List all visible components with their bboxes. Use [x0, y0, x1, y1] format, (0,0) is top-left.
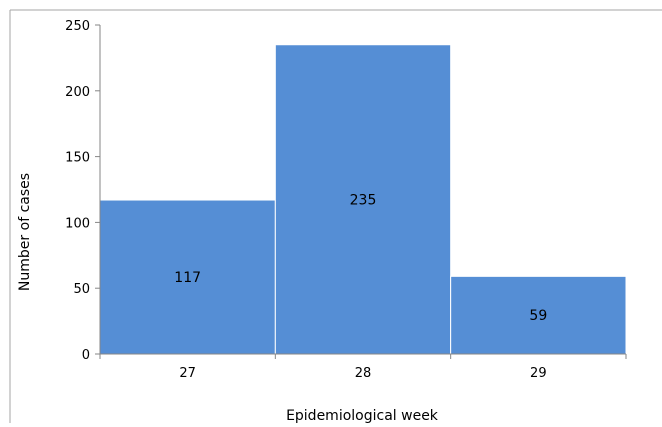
y-tick-label-150: 150: [65, 151, 90, 166]
data-label-week-28: 235: [350, 192, 377, 208]
data-label-week-27: 117: [174, 270, 201, 286]
x-axis-label: Epidemiological week: [286, 408, 439, 423]
x-tick-label-29: 29: [530, 366, 547, 381]
y-tick-label-50: 50: [73, 282, 90, 297]
axes-group: 0 50 100 150 200 250 27 28 29: [65, 19, 627, 381]
y-tick-label-0: 0: [82, 348, 90, 363]
x-tick-label-27: 27: [179, 366, 196, 381]
y-axis-label: Number of cases: [17, 173, 33, 291]
y-tick-label-200: 200: [65, 85, 90, 100]
y-tick-label-100: 100: [65, 216, 90, 231]
bar-week-28: [274, 44, 452, 355]
bars-group: 117 235 59: [99, 44, 627, 355]
bar-week-29: [450, 275, 627, 355]
data-label-week-29: 59: [529, 308, 547, 324]
x-tick-label-28: 28: [355, 366, 372, 381]
y-tick-label-250: 250: [65, 19, 90, 34]
